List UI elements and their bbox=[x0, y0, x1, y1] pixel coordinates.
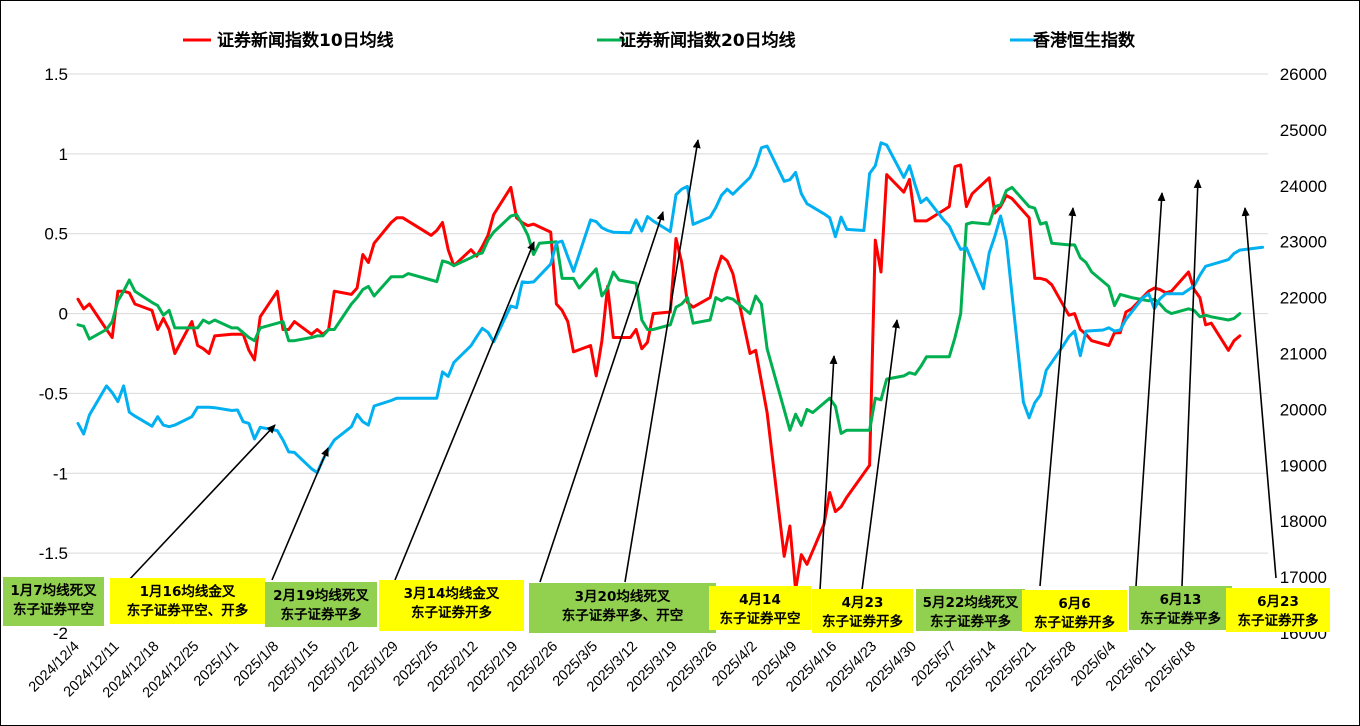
annotation-text: 3月14均线金叉 bbox=[404, 585, 500, 602]
right-tick-label: 25000 bbox=[1280, 121, 1327, 140]
annotation-text: 东子证券开多 bbox=[1238, 612, 1319, 629]
left-tick-label: 1 bbox=[59, 145, 68, 164]
annotation-text: 东子证券开多 bbox=[822, 613, 903, 630]
annotation-text: 东子证券平多、开空 bbox=[562, 607, 684, 624]
right-tick-label: 21000 bbox=[1280, 345, 1327, 364]
right-tick-label: 19000 bbox=[1280, 456, 1327, 475]
annotation-box bbox=[1226, 588, 1330, 632]
annotation-text: 6月6 bbox=[1058, 596, 1090, 612]
annotation-box bbox=[265, 582, 377, 627]
gridlines bbox=[65, 73, 1268, 554]
right-tick-label: 18000 bbox=[1280, 512, 1327, 531]
annotation-text: 1月16均线金叉 bbox=[140, 583, 236, 600]
annotation-box bbox=[812, 589, 913, 633]
right-tick-label: 26000 bbox=[1280, 65, 1327, 84]
series-line bbox=[76, 163, 1242, 592]
series-lines bbox=[76, 141, 1265, 592]
annotation-box bbox=[3, 577, 104, 626]
annotation-text: 4月14 bbox=[739, 592, 781, 608]
left-tick-label: 1.5 bbox=[44, 65, 68, 84]
annotation-box bbox=[1129, 586, 1232, 630]
right-tick-label: 17000 bbox=[1280, 568, 1327, 587]
annotation-arrow bbox=[1181, 179, 1202, 587]
annotation-arrow bbox=[624, 139, 701, 583]
annotation-text: 东子证券平多 bbox=[281, 606, 362, 623]
legend: 证券新闻指数10日均线 证券新闻指数20日均线 香港恒生指数 bbox=[183, 30, 1136, 51]
annotation-arrow bbox=[1241, 207, 1277, 579]
left-tick-label: -1.5 bbox=[39, 544, 68, 563]
left-axis: 1.5 1 0.5 0 -0.5 -1 -1.5 -2 bbox=[39, 65, 68, 643]
annotation-text: 东子证券平空、开多 bbox=[127, 602, 249, 619]
annotation-box bbox=[709, 586, 811, 630]
right-tick-label: 20000 bbox=[1280, 400, 1327, 419]
annotation-box bbox=[110, 578, 265, 624]
annotation-text: 东子证券开多 bbox=[411, 604, 492, 621]
x-axis: 2024/12/42024/12/112024/12/182024/12/252… bbox=[26, 639, 1199, 702]
left-tick-label: -0.5 bbox=[39, 384, 68, 403]
annotation-text: 东子证券平空 bbox=[13, 601, 94, 618]
right-tick-label: 22000 bbox=[1280, 289, 1327, 308]
annotation-box bbox=[1022, 590, 1127, 632]
annotation-arrow bbox=[539, 211, 665, 583]
annotation-text: 东子证券平多 bbox=[1140, 610, 1221, 627]
legend-label: 香港恒生指数 bbox=[1033, 30, 1136, 51]
annotation-box bbox=[916, 589, 1025, 631]
annotation-box bbox=[529, 583, 716, 633]
annotation-text: 6月23 bbox=[1257, 594, 1299, 610]
annotation-text: 1月7均线死叉 bbox=[10, 582, 97, 599]
left-tick-label: -1 bbox=[53, 464, 68, 483]
series-line bbox=[76, 185, 1242, 435]
right-tick-label: 23000 bbox=[1280, 233, 1327, 252]
legend-label: 证券新闻指数10日均线 bbox=[217, 30, 394, 51]
annotation-arrow bbox=[1135, 192, 1166, 587]
annotation-text: 东子证券开多 bbox=[1034, 614, 1115, 631]
right-axis: 26000 25000 24000 23000 22000 21000 20000 19000… bbox=[1280, 65, 1327, 643]
annotation-arrow bbox=[271, 447, 329, 581]
annotation-text: 5月22均线死叉 bbox=[923, 594, 1019, 611]
annotation-text: 6月13 bbox=[1160, 592, 1202, 608]
annotation-boxes: 1月7均线死叉东子证券平空1月16均线金叉东子证券平空、开多2月19均线死叉东子… bbox=[3, 577, 1330, 633]
annotation-arrow bbox=[127, 424, 276, 582]
right-tick-label: 24000 bbox=[1280, 177, 1327, 196]
annotation-text: 4月23 bbox=[842, 595, 884, 611]
annotation-arrow bbox=[861, 319, 900, 591]
annotation-arrow bbox=[1039, 207, 1077, 587]
annotation-text: 2月19均线死叉 bbox=[273, 587, 369, 604]
annotation-arrows bbox=[127, 139, 1277, 591]
legend-label: 证券新闻指数20日均线 bbox=[619, 30, 796, 51]
left-tick-label: 0.5 bbox=[44, 225, 68, 244]
annotation-text: 东子证券平空 bbox=[720, 610, 801, 627]
annotation-arrow bbox=[819, 355, 838, 591]
annotation-arrow bbox=[394, 241, 535, 581]
left-tick-label: -2 bbox=[53, 624, 68, 643]
left-tick-label: 0 bbox=[59, 305, 68, 324]
annotation-text: 3月20均线死叉 bbox=[575, 588, 671, 605]
annotation-box bbox=[379, 580, 524, 631]
annotation-text: 东子证券平多 bbox=[930, 613, 1011, 630]
